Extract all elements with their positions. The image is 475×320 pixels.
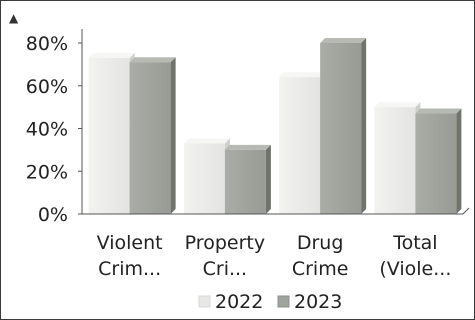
bar <box>320 43 362 214</box>
bar-side <box>361 38 367 214</box>
x-tick-label: Cri... <box>203 258 247 280</box>
legend-swatch <box>198 295 211 308</box>
x-tick-label: Crime <box>292 258 349 280</box>
bar-side <box>265 144 271 214</box>
legend-swatch <box>277 295 290 308</box>
bar <box>129 62 171 214</box>
bar-side <box>170 57 176 214</box>
bar-top <box>279 72 326 78</box>
x-axis: Violent Crim... Property Cri... Drug Crime Tot… <box>82 207 470 280</box>
y-axis-arrow: ▲ <box>9 11 19 25</box>
y-tick-label: 80% <box>26 33 68 55</box>
y-tick-label: 20% <box>26 161 68 183</box>
bar <box>374 107 416 214</box>
x-axis-depth-line <box>462 207 470 215</box>
x-tick-label: Violent <box>97 232 163 254</box>
bar <box>279 77 321 214</box>
bar-side <box>456 108 462 214</box>
bar-top <box>183 138 230 144</box>
bar <box>415 113 457 214</box>
bar <box>183 143 225 214</box>
x-tick-label: Crim... <box>98 258 161 280</box>
x-tick-label: (Viole... <box>379 258 451 280</box>
x-tick-label: Property <box>185 232 265 254</box>
y-tick-label: 40% <box>26 119 68 141</box>
y-axis: 0% 20% 40% 60% 80% <box>26 29 83 226</box>
bar <box>224 149 266 214</box>
bar <box>88 57 130 215</box>
legend-label: 2023 <box>294 291 342 313</box>
bar-top <box>88 52 135 58</box>
y-tick-label: 60% <box>26 76 68 98</box>
bar-top <box>224 144 271 150</box>
y-tick-label: 0% <box>38 204 68 226</box>
bar-top <box>320 38 367 43</box>
bar-top <box>129 57 176 63</box>
legend-label: 2022 <box>215 291 263 313</box>
bar-top <box>415 108 462 114</box>
legend: 2022 2023 <box>198 291 342 313</box>
bars <box>88 38 462 215</box>
bar-top <box>374 102 421 108</box>
x-tick-label: Total <box>392 232 437 254</box>
x-tick-label: Drug <box>297 232 344 254</box>
